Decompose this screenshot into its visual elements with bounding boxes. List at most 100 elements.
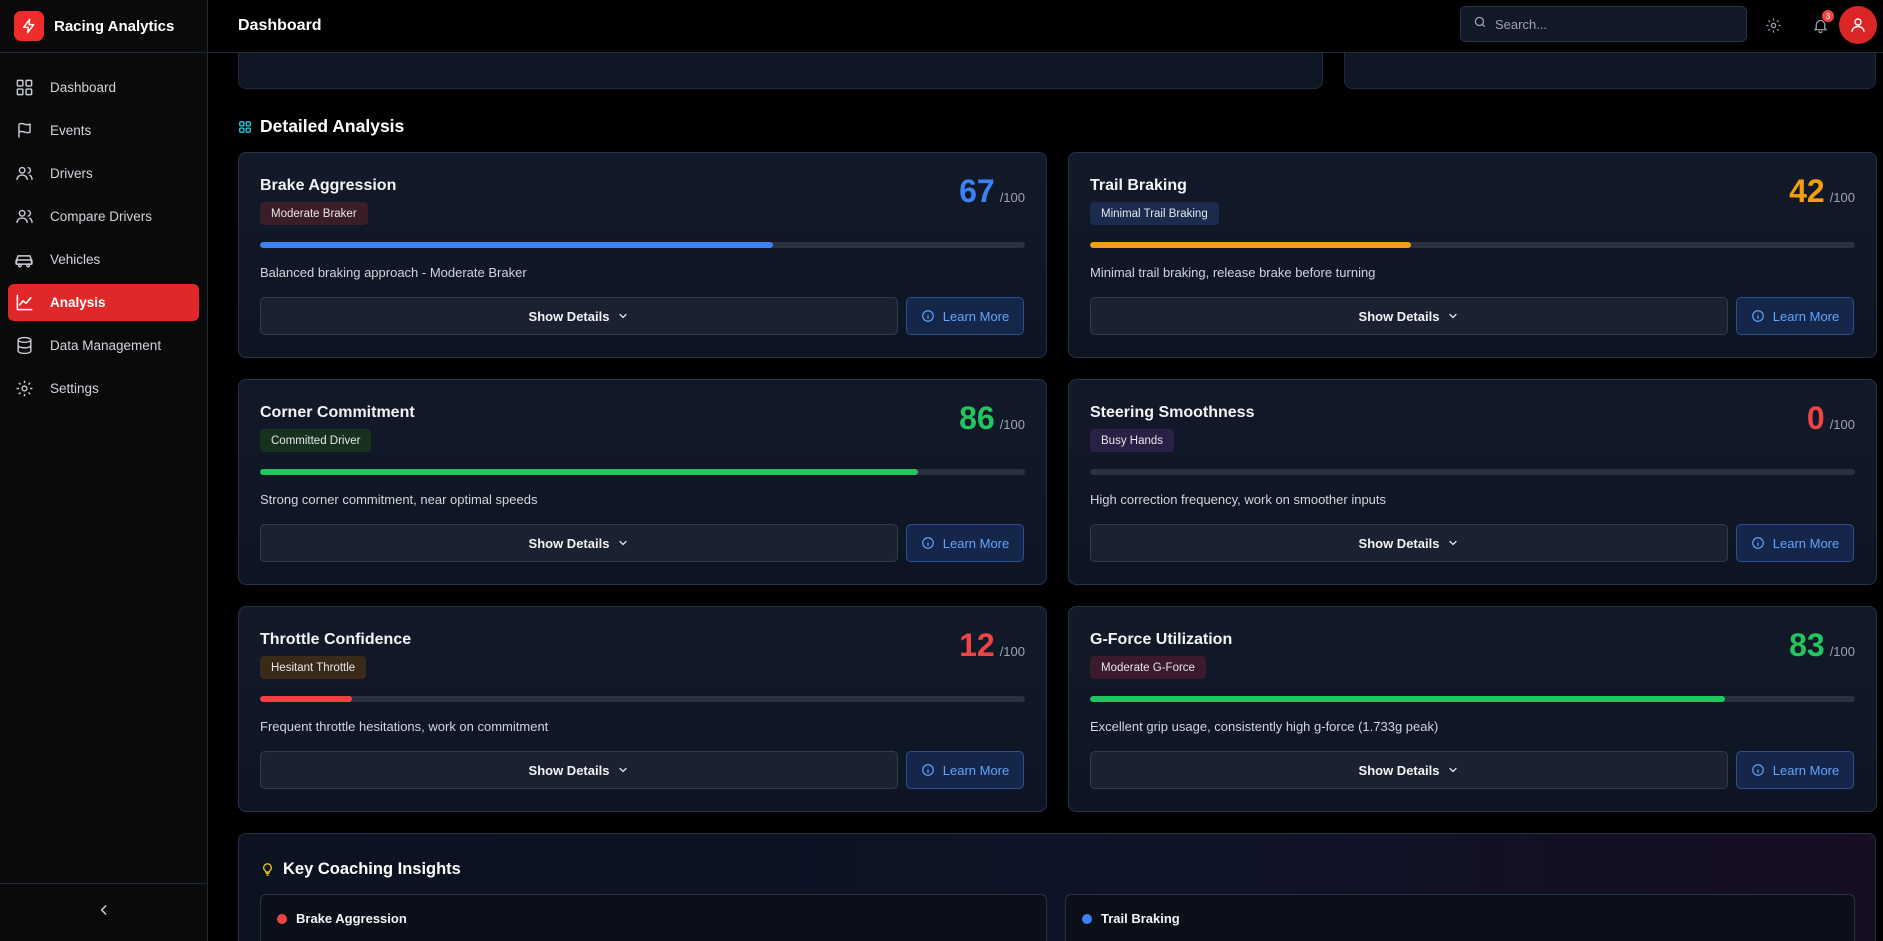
lightning-logo-icon <box>14 11 44 41</box>
learn-more-button[interactable]: Learn More <box>1736 751 1854 789</box>
learn-more-button[interactable]: Learn More <box>906 524 1024 562</box>
learn-more-button[interactable]: Learn More <box>1736 297 1854 335</box>
sidebar-item-label: Drivers <box>50 166 93 181</box>
sidebar-item-label: Dashboard <box>50 80 117 95</box>
score-value: 0 <box>1806 400 1825 436</box>
learn-more-button[interactable]: Learn More <box>906 297 1024 335</box>
status-badge: Hesitant Throttle <box>260 656 367 679</box>
score-max: /100 <box>1829 417 1855 432</box>
sidebar-item-data-management[interactable]: Data Management <box>8 327 199 364</box>
sidebar-collapse-button[interactable] <box>0 883 208 941</box>
show-details-label: Show Details <box>528 535 610 551</box>
score-bar <box>1090 469 1855 475</box>
status-badge: Moderate Braker <box>260 202 368 225</box>
coaching-insights-panel: Key Coaching Insights Brake Aggression T… <box>238 833 1876 941</box>
show-details-label: Show Details <box>1358 762 1440 778</box>
show-details-button[interactable]: Show Details <box>260 524 898 562</box>
card-title: Throttle Confidence <box>260 631 412 648</box>
chevron-down-icon <box>617 764 629 776</box>
learn-more-button[interactable]: Learn More <box>906 751 1024 789</box>
sidebar-item-drivers[interactable]: Drivers <box>8 155 199 192</box>
notification-badge: 3 <box>1822 10 1834 22</box>
sidebar-item-label: Data Management <box>50 338 162 353</box>
sidebar-item-settings[interactable]: Settings <box>8 370 199 407</box>
show-details-label: Show Details <box>528 308 610 324</box>
search-box[interactable] <box>1460 6 1747 42</box>
chevron-down-icon <box>617 310 629 322</box>
score-max: /100 <box>999 190 1025 205</box>
status-badge: Moderate G-Force <box>1090 656 1206 679</box>
card-description: Frequent throttle hesitations, work on c… <box>260 719 549 734</box>
score-max: /100 <box>999 417 1025 432</box>
section-title-label: Detailed Analysis <box>260 116 405 136</box>
score-value: 86 <box>959 400 995 436</box>
score-value: 67 <box>959 173 995 209</box>
status-dot <box>1082 913 1092 924</box>
show-details-label: Show Details <box>528 762 610 778</box>
show-details-label: Show Details <box>1358 308 1440 324</box>
show-details-button[interactable]: Show Details <box>260 297 898 335</box>
analysis-card-brake-aggression: Brake Aggression Moderate Braker 67/100 … <box>238 152 1047 358</box>
score-value: 12 <box>959 627 995 663</box>
score-value: 83 <box>1789 627 1825 663</box>
score-bar <box>260 469 1025 475</box>
score-max: /100 <box>999 644 1025 659</box>
learn-more-button[interactable]: Learn More <box>1736 524 1854 562</box>
info-icon <box>1751 763 1765 777</box>
score-value: 42 <box>1789 173 1825 209</box>
card-description: Minimal trail braking, release brake bef… <box>1090 265 1376 280</box>
sidebar-item-analysis[interactable]: Analysis <box>8 284 199 321</box>
show-details-button[interactable]: Show Details <box>1090 297 1728 335</box>
status-badge: Minimal Trail Braking <box>1090 202 1219 225</box>
status-badge: Committed Driver <box>260 429 372 452</box>
sidebar-item-compare-drivers[interactable]: Compare Drivers <box>8 198 199 235</box>
search-input[interactable] <box>1495 16 1735 32</box>
analysis-card-g-force-utilization: G-Force Utilization Moderate G-Force 83/… <box>1068 606 1877 812</box>
sidebar-item-label: Compare Drivers <box>50 209 153 224</box>
chevron-down-icon <box>1447 537 1459 549</box>
main-content: Detailed Analysis Brake Aggression Moder… <box>208 53 1883 941</box>
top-header: Dashboard 3 <box>208 0 1883 53</box>
score: 86/100 <box>959 400 1025 437</box>
gear-icon <box>14 379 34 399</box>
show-details-button[interactable]: Show Details <box>1090 524 1728 562</box>
car-icon <box>14 250 34 270</box>
score-bar-fill <box>260 469 918 475</box>
brand[interactable]: Racing Analytics <box>0 0 207 53</box>
score: 42/100 <box>1789 173 1855 210</box>
score: 83/100 <box>1789 627 1855 664</box>
insight-card-trail-braking[interactable]: Trail Braking <box>1065 894 1855 941</box>
avatar[interactable] <box>1839 6 1877 44</box>
search-icon <box>1473 15 1487 34</box>
card-title: Steering Smoothness <box>1090 404 1255 421</box>
insight-label: Brake Aggression <box>296 911 407 926</box>
learn-more-label: Learn More <box>942 308 1010 324</box>
info-icon <box>921 309 935 323</box>
card-title: G-Force Utilization <box>1090 631 1233 648</box>
score-bar <box>1090 696 1855 702</box>
insight-label: Trail Braking <box>1101 911 1180 926</box>
card-description: Balanced braking approach - Moderate Bra… <box>260 265 527 280</box>
score-bar <box>260 696 1025 702</box>
show-details-button[interactable]: Show Details <box>260 751 898 789</box>
learn-more-label: Learn More <box>942 762 1010 778</box>
bell-icon[interactable]: 3 <box>1809 10 1834 36</box>
brand-name: Racing Analytics <box>54 17 175 35</box>
learn-more-label: Learn More <box>1772 308 1840 324</box>
score-bar-fill <box>1090 696 1725 702</box>
score: 67/100 <box>959 173 1025 210</box>
show-details-button[interactable]: Show Details <box>1090 751 1728 789</box>
score-bar-fill <box>260 696 352 702</box>
sidebar-item-vehicles[interactable]: Vehicles <box>8 241 199 278</box>
show-details-label: Show Details <box>1358 535 1440 551</box>
chart-line-icon <box>14 293 34 313</box>
sidebar-item-label: Analysis <box>50 295 106 310</box>
insight-card-brake-aggression[interactable]: Brake Aggression <box>260 894 1047 941</box>
summary-card-partial <box>238 53 1323 89</box>
settings-gear-icon[interactable] <box>1762 14 1784 36</box>
sidebar-item-dashboard[interactable]: Dashboard <box>8 69 199 106</box>
score: 0/100 <box>1807 400 1855 437</box>
sidebar-item-events[interactable]: Events <box>8 112 199 149</box>
card-description: Strong corner commitment, near optimal s… <box>260 492 538 507</box>
